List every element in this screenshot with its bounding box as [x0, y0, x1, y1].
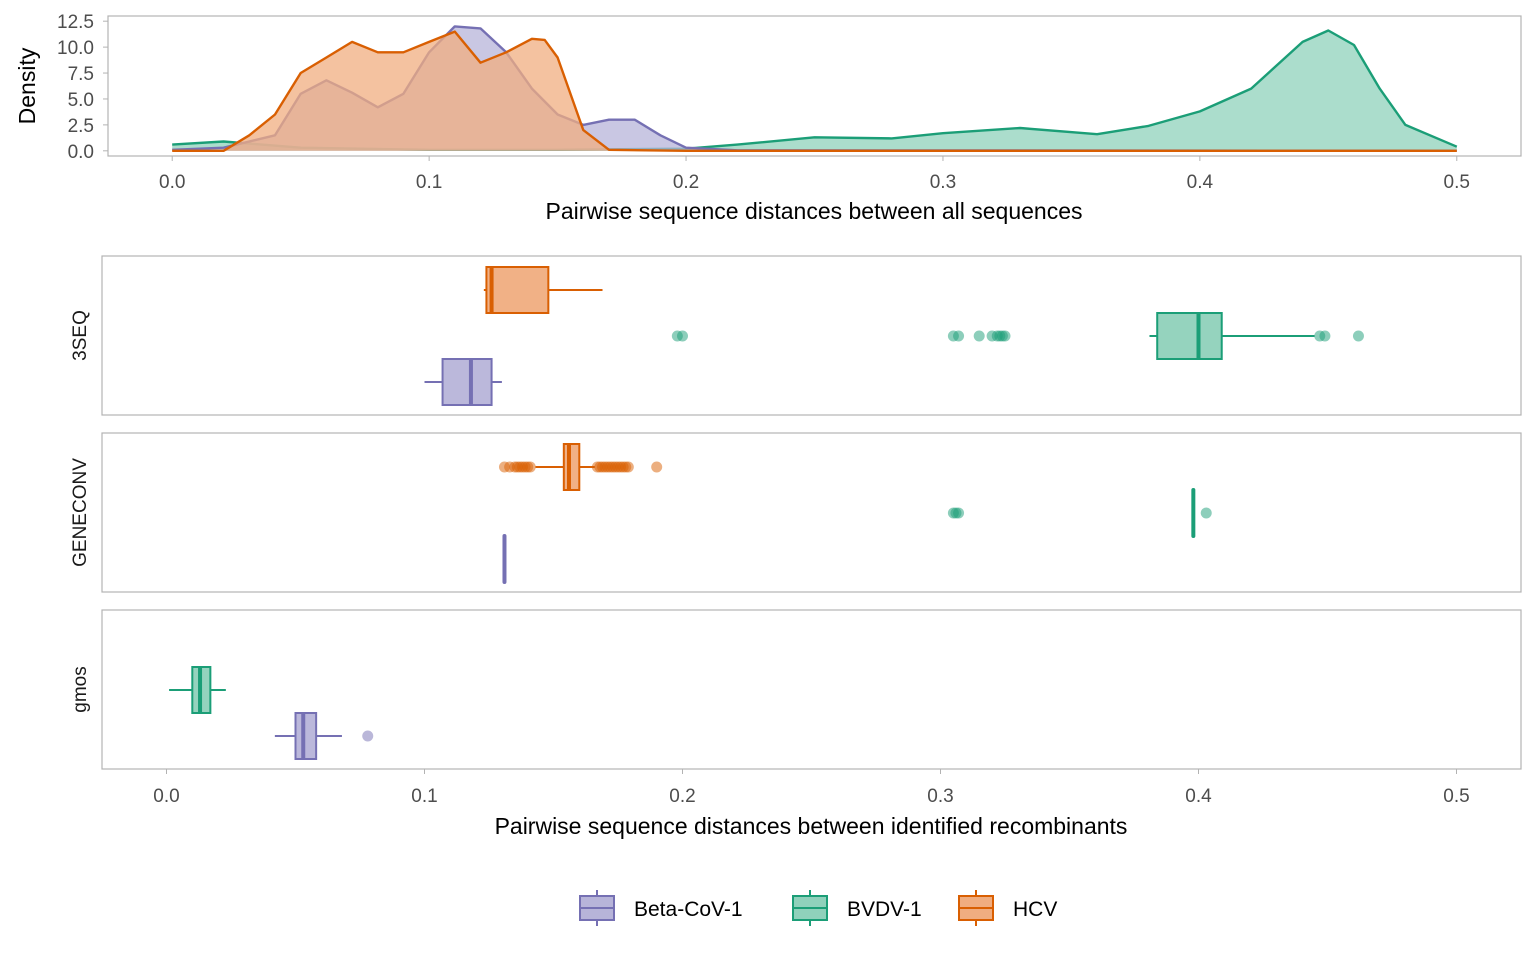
boxplot-panels: 3SEQ GENECONV gmos	[70, 255, 1522, 770]
panel-frame	[101, 609, 1522, 770]
panel-label: GENECONV	[70, 458, 91, 567]
legend-item-hcv: HCV	[958, 890, 1057, 926]
density-x-axis: 0.0 0.1 0.2 0.3 0.4 0.5	[159, 156, 1470, 193]
panel-label: 3SEQ	[70, 310, 91, 361]
boxplot-x-tick-label: 0.5	[1443, 786, 1469, 807]
legend-item-bvdv-1: BVDV-1	[792, 890, 922, 926]
boxplot-x-tick-label: 0.2	[669, 786, 695, 807]
outlier-point	[622, 461, 634, 473]
box-bvdv-1	[947, 488, 1212, 538]
density-y-tick-label: 0.0	[68, 142, 94, 163]
density-y-tick-label: 7.5	[68, 64, 94, 85]
legend-key	[792, 890, 828, 926]
panel-label: gmos	[70, 666, 91, 712]
outlier-point	[524, 461, 536, 473]
density-area-bvdv-1	[172, 30, 1457, 151]
outlier-point	[1352, 330, 1364, 342]
boxplot-x-axis-title: Pairwise sequence distances between iden…	[495, 813, 1128, 839]
density-areas	[172, 25, 1458, 152]
outlier-point	[973, 330, 985, 342]
boxplot-x-tick-label: 0.4	[1185, 786, 1212, 807]
density-x-tick-label: 0.3	[930, 172, 956, 193]
density-panel: 0.02.55.07.510.012.5 0.0 0.1 0.2 0.3 0.4 0.5 …	[14, 12, 1522, 224]
density-area-hcv	[172, 31, 1457, 151]
legend-item-beta-cov-1: Beta-CoV-1	[579, 890, 743, 926]
legend: Beta-CoV-1 BVDV-1 HCV	[579, 890, 1057, 926]
density-y-tick-label: 12.5	[57, 12, 94, 33]
outlier-point	[999, 330, 1011, 342]
density-y-axis: 0.0 2.5 5.0 7.5 10.0 12.5	[57, 12, 108, 163]
legend-key	[958, 890, 994, 926]
outlier-point	[651, 461, 663, 473]
outlier-point	[1200, 507, 1212, 519]
boxplot-x-tick-label: 0.0	[153, 786, 179, 807]
boxplot-x-tick-label: 0.3	[927, 786, 953, 807]
density-y-axis-title: Density	[14, 47, 40, 124]
legend-label: HCV	[1013, 898, 1057, 921]
box-body	[1156, 312, 1223, 360]
panel-frame	[101, 432, 1522, 593]
box-hcv	[498, 443, 663, 491]
box-body	[441, 358, 493, 406]
density-x-tick-label: 0.4	[1187, 172, 1214, 193]
box-hcv	[483, 266, 603, 314]
boxplot-x-axis: 0.0 0.1 0.2 0.3 0.4 0.5	[153, 769, 1470, 807]
density-x-tick-label: 0.1	[416, 172, 442, 193]
box-bvdv-1	[671, 312, 1364, 360]
density-x-tick-label: 0.0	[159, 172, 185, 193]
density-y-tick-label: 2.5	[68, 116, 94, 137]
density-x-tick-label: 0.2	[673, 172, 699, 193]
density-line-hcv	[172, 30, 1457, 152]
density-y-tick-label: 10.0	[57, 38, 94, 59]
box-body	[294, 712, 318, 760]
outlier-point	[677, 330, 688, 342]
box-body	[485, 266, 550, 314]
panel-3seq: 3SEQ	[70, 255, 1522, 416]
box-bvdv-1	[169, 666, 226, 714]
panel-geneconv: GENECONV	[70, 432, 1522, 593]
boxplot-x-tick-label: 0.1	[411, 786, 437, 807]
outlier-point	[953, 507, 965, 519]
outlier-point	[953, 330, 965, 342]
panel-frame	[101, 255, 1522, 416]
density-x-axis-title: Pairwise sequence distances between all …	[546, 198, 1083, 224]
box-beta-cov-1	[274, 712, 374, 760]
panel-gmos: gmos	[70, 609, 1522, 770]
density-y-tick-label: 5.0	[68, 90, 94, 111]
legend-label: Beta-CoV-1	[634, 898, 743, 921]
density-panel-frame	[107, 15, 1522, 157]
legend-key	[579, 890, 615, 926]
box-beta-cov-1	[424, 358, 502, 406]
legend-label: BVDV-1	[847, 898, 922, 921]
outlier-point	[362, 730, 374, 742]
outlier-point	[1319, 330, 1331, 342]
density-x-tick-label: 0.5	[1444, 172, 1470, 193]
box-body	[562, 443, 581, 491]
